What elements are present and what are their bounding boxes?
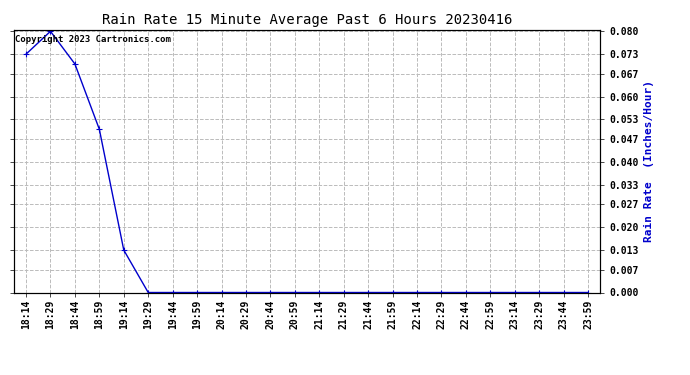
Y-axis label: Rain Rate  (Inches/Hour): Rain Rate (Inches/Hour) — [644, 80, 654, 242]
Title: Rain Rate 15 Minute Average Past 6 Hours 20230416: Rain Rate 15 Minute Average Past 6 Hours… — [102, 13, 512, 27]
Text: Copyright 2023 Cartronics.com: Copyright 2023 Cartronics.com — [15, 35, 171, 44]
